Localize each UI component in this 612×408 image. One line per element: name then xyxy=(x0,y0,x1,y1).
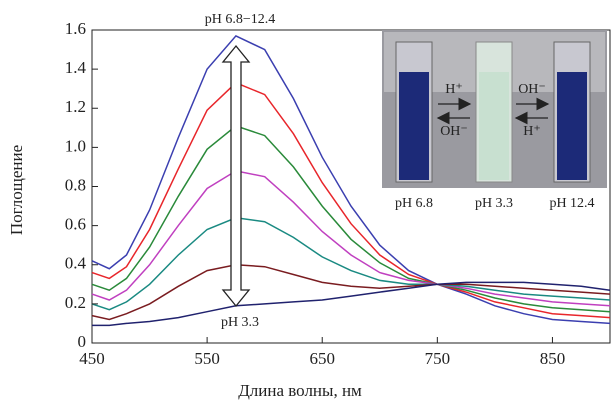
inset-arrow-label: OH⁻ xyxy=(518,82,546,97)
spectrum-line xyxy=(91,264,611,321)
inset-arrow-label: OH⁻ xyxy=(440,124,468,139)
spectrum-line xyxy=(91,125,611,313)
inset-photo xyxy=(382,30,607,188)
x-tick-label: 850 xyxy=(540,349,566,368)
spectrum-line xyxy=(91,170,611,307)
y-tick-label: 0.4 xyxy=(65,254,87,273)
y-tick-label: 0 xyxy=(78,332,87,351)
x-axis-label: Длина волны, нм xyxy=(238,381,362,400)
x-tick-label: 750 xyxy=(425,349,451,368)
inset-arrow-label: H⁺ xyxy=(523,124,541,139)
y-tick-label: 0.6 xyxy=(65,215,86,234)
spectrum-line xyxy=(92,281,611,327)
x-tick-label: 450 xyxy=(79,349,105,368)
y-axis-label: Поглощение xyxy=(7,145,26,235)
y-tick-label: 0.2 xyxy=(65,293,86,312)
annotation: pH 6.8−12.4 xyxy=(205,12,276,27)
y-tick-label: 1.0 xyxy=(65,136,86,155)
y-tick-label: 0.8 xyxy=(65,175,86,194)
inset-label: pH 12.4 xyxy=(549,196,594,211)
double-arrow xyxy=(221,44,251,308)
y-tick-label: 1.4 xyxy=(65,58,87,77)
x-tick-label: 550 xyxy=(194,349,220,368)
x-tick-label: 650 xyxy=(309,349,335,368)
y-tick-label: 1.6 xyxy=(65,19,86,38)
annotation: pH 3.3 xyxy=(221,315,259,330)
spectrum-line xyxy=(91,81,611,319)
inset-arrow-label: H⁺ xyxy=(445,82,463,97)
inset-label: pH 3.3 xyxy=(475,196,513,211)
inset-label: pH 6.8 xyxy=(395,196,433,211)
spectrum-line xyxy=(91,217,611,311)
y-tick-label: 1.2 xyxy=(65,97,86,116)
spectrum-line xyxy=(91,34,611,325)
